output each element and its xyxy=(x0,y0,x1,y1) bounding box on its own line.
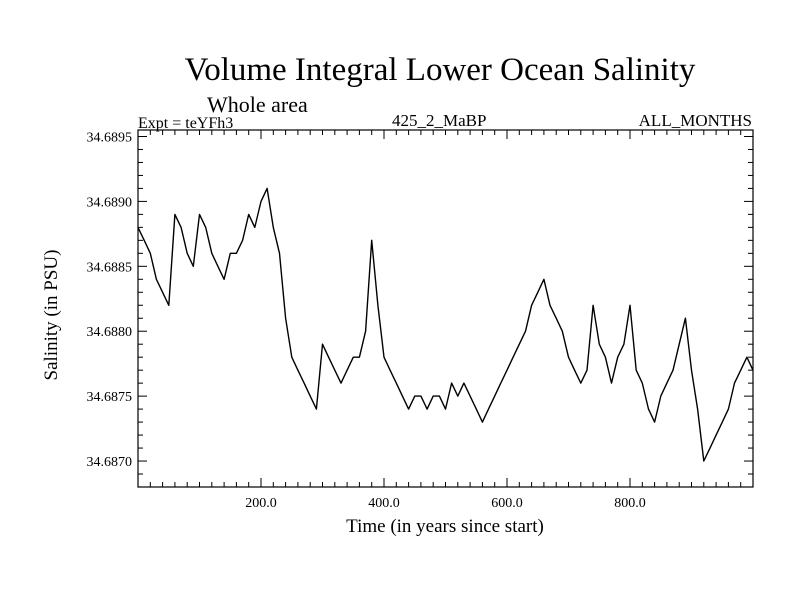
x-tick-label: 400.0 xyxy=(368,496,400,511)
chart-subtitle: Whole area xyxy=(207,92,308,117)
y-tick-label: 34.6880 xyxy=(87,325,133,340)
months-label: ALL_MONTHS xyxy=(638,111,752,130)
plot-frame xyxy=(137,129,754,488)
y-tick-label: 34.6870 xyxy=(87,455,133,470)
y-tick-label: 34.6875 xyxy=(87,390,133,405)
chart-title: Volume Integral Lower Ocean Salinity xyxy=(184,52,696,88)
x-tick-label: 600.0 xyxy=(491,496,523,511)
y-tick-label: 34.6885 xyxy=(87,260,133,275)
x-tick-label: 800.0 xyxy=(614,496,646,511)
run-label: 425_2_MaBP xyxy=(392,111,487,130)
x-tick-label: 200.0 xyxy=(245,496,277,511)
y-tick-label: 34.6895 xyxy=(87,130,133,145)
experiment-label: Expt = teYFh3 xyxy=(138,115,234,132)
x-axis-label: Time (in years since start) xyxy=(346,516,544,537)
y-tick-label: 34.6890 xyxy=(87,195,133,210)
salinity-series-line xyxy=(137,187,754,462)
